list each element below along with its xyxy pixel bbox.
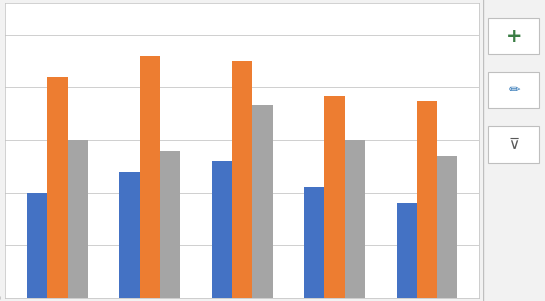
- Text: ✏: ✏: [508, 83, 520, 97]
- Bar: [140, 56, 160, 298]
- Bar: [212, 161, 232, 298]
- Bar: [232, 61, 252, 298]
- Bar: [304, 187, 324, 298]
- Bar: [345, 140, 365, 298]
- Bar: [119, 172, 140, 298]
- Bar: [417, 101, 437, 298]
- Bar: [68, 140, 88, 298]
- Text: +: +: [506, 26, 522, 46]
- Bar: [397, 203, 417, 298]
- Bar: [324, 96, 345, 298]
- FancyBboxPatch shape: [488, 72, 539, 108]
- FancyBboxPatch shape: [488, 126, 539, 163]
- Bar: [160, 150, 180, 298]
- Bar: [27, 193, 47, 298]
- Text: ⊽: ⊽: [508, 137, 519, 152]
- Bar: [47, 77, 68, 298]
- FancyBboxPatch shape: [488, 18, 539, 54]
- Bar: [252, 105, 272, 298]
- Bar: [437, 156, 457, 298]
